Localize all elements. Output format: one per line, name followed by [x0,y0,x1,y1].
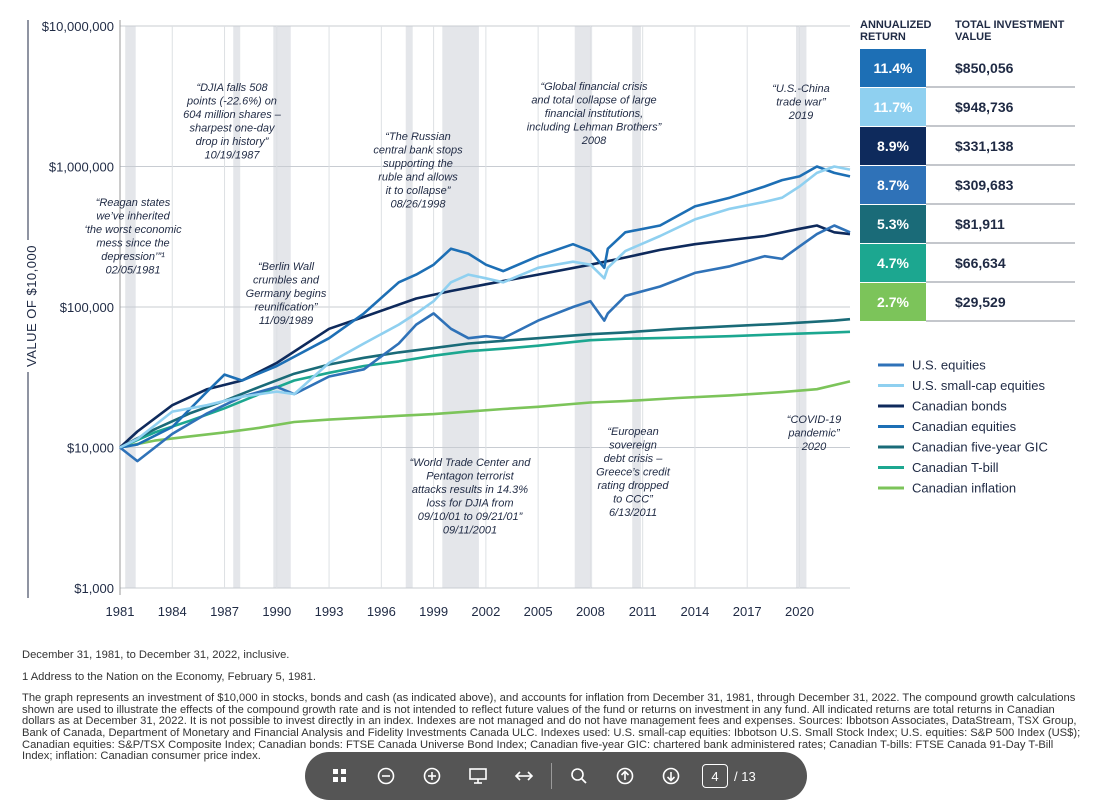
x-tick-label: 2020 [785,604,814,619]
investment-value: $331,138 [955,138,1014,154]
y-tick-labels: $1,000 $10,000 $100,000 $1,000,000 $10,000,0… [42,19,114,596]
x-tick-label: 1981 [106,604,135,619]
x-tick-label: 2017 [733,604,762,619]
investment-value: $29,529 [955,294,1006,310]
y-tick-label: $10,000 [67,441,114,456]
x-tick-label: 2011 [629,604,657,619]
x-tick-label: 2002 [471,604,500,619]
y-tick-label: $1,000 [74,581,114,596]
fit-width-icon[interactable] [501,752,547,800]
annotation-4: “Global financial crisis and total collap… [527,81,663,147]
legend-label-canadian-t-bill: Canadian T-bill [912,460,999,475]
return-value: 4.7% [877,255,909,271]
investment-value: $309,683 [955,177,1014,193]
disclaimer: The graph represents an investment of $1… [22,692,1081,763]
series-line-canadian-inflation [119,380,851,449]
series-line-canadian-equities [119,165,851,449]
page-total: / 13 [734,768,756,784]
return-value: 2.7% [877,294,909,310]
return-cell [860,166,926,204]
legend-label-canadian-equities: Canadian equities [912,419,1017,434]
return-value: 11.4% [874,60,913,76]
search-icon[interactable] [556,752,602,800]
x-tick-label: 2014 [680,604,709,619]
y-tick-label: $100,000 [60,300,114,315]
investment-value: $850,056 [955,60,1014,76]
series-line-canadian-t-bill [119,330,851,449]
x-tick-label: 1999 [419,604,448,619]
return-cell [860,88,926,126]
return-cell [860,244,926,282]
return-cell [860,127,926,165]
footnote: 1 Address to the Nation on the Economy, … [22,670,316,683]
chart-legend: U.S. equities U.S. small-cap equities Cana… [878,358,1048,496]
annotation-0: “Reagan states we’ve inherited ‘the worst … [84,197,182,277]
series-line-u-s-small-cap-equities [119,165,851,449]
y-tick-label: $10,000,000 [42,19,114,34]
chart-annotations: “Reagan states we’ve inherited ‘the worst … [84,81,841,537]
series-line-u-s-equities [119,224,851,463]
grid-icon[interactable] [317,752,363,800]
return-value: 5.3% [877,216,909,232]
investment-value: $66,634 [955,255,1006,271]
page-number-input[interactable]: 4 [702,764,728,788]
zoom-in-icon[interactable] [409,752,455,800]
chart-notes: December 31, 1981, to December 31, 2022,… [22,649,1082,773]
x-tick-label: 2005 [524,604,553,619]
scroll-down-icon[interactable] [648,752,694,800]
legend-label-canadian-inflation: Canadian inflation [912,481,1016,496]
return-value: 8.9% [877,138,909,154]
x-tick-label: 1993 [315,604,344,619]
presentation-icon[interactable] [455,752,501,800]
growth-chart: VALUE OF $10,000 $1,000$10,000$100,000$1… [24,19,1075,619]
return-cell [860,283,926,321]
annotation-7: “European sovereign debt crisis – Greece’s … [596,426,671,519]
return-value: 8.7% [877,177,909,193]
scroll-up-icon[interactable] [602,752,648,800]
return-cell [860,205,926,243]
pdf-viewer-toolbar: 4 / 13 [305,752,807,800]
y-axis-label: VALUE OF $10,000 [24,245,39,367]
x-tick-labels: 1981 1984 1987 1990 1993 1996 1999 2002 2005 2008… [106,604,814,619]
table-header-0: ANNUALIZED RETURN [860,19,932,43]
legend-label-u-s-small-cap-equities: U.S. small-cap equities [912,378,1045,393]
return-cell [860,49,926,87]
annotation-5: “U.S.-China trade war” 2019 [772,83,829,122]
table-header-1: TOTAL INVESTMENT VALUE [955,19,1065,43]
investment-value: $81,911 [955,216,1005,232]
period-note: December 31, 1981, to December 31, 2022,… [22,649,290,661]
annotation-3: “The Russian central bank stops supporting… [373,131,463,211]
x-tick-label: 1990 [262,604,291,619]
return-value: 11.7% [874,99,913,115]
annotation-6: “World Trade Center and Pentagon terroris… [410,457,532,537]
chart-axes: VALUE OF $10,000 [24,20,121,598]
legend-label-canadian-bonds: Canadian bonds [912,399,1007,414]
investment-value: $948,736 [955,99,1014,115]
x-tick-label: 1996 [367,604,396,619]
chart-series [119,165,851,463]
legend-label-canadian-five-year-gic: Canadian five-year GIC [912,440,1048,455]
x-tick-label: 2008 [576,604,605,619]
toolbar-divider [551,763,552,789]
legend-label-u-s-equities: U.S. equities [912,358,986,373]
annotation-2: “Berlin Wall crumbles and Germany begins re… [246,261,327,327]
annotation-8: “COVID-19 pandemic” 2020 [787,414,841,453]
zoom-out-icon[interactable] [363,752,409,800]
x-tick-label: 1987 [210,604,239,619]
x-tick-label: 1984 [158,604,187,619]
returns-table: ANNUALIZED RETURN TOTAL INVESTMENT VALUE 11.… [860,19,1075,322]
y-tick-label: $1,000,000 [49,160,114,175]
annotation-1: “DJIA falls 508 points (-22.6%) on 604 mil… [183,82,282,162]
